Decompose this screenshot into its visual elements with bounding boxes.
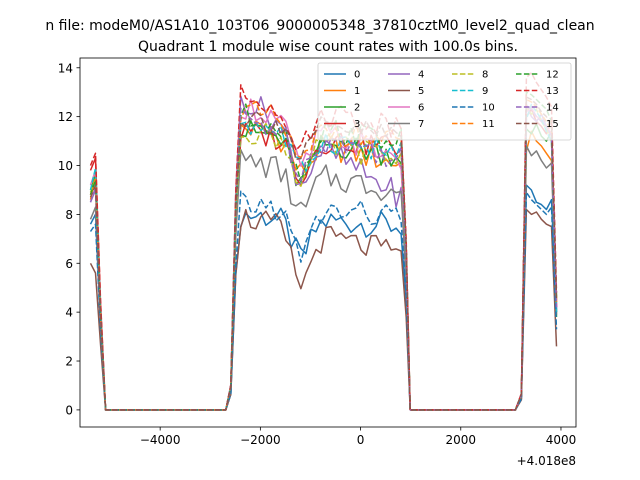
- series-line-1: [91, 121, 557, 410]
- y-tick-label: 12: [58, 110, 73, 124]
- legend-label-8: 8: [482, 70, 488, 81]
- y-tick-label: 4: [65, 306, 73, 320]
- y-tick-label: 10: [58, 159, 73, 173]
- x-tick-label: −2000: [240, 433, 281, 447]
- legend-label-2: 2: [354, 103, 360, 114]
- series-line-5: [91, 210, 557, 410]
- x-tick-label: 0: [357, 433, 365, 447]
- y-tick-label: 8: [65, 208, 73, 222]
- y-tick-label: 6: [65, 257, 73, 271]
- legend-label-3: 3: [354, 119, 360, 130]
- legend-label-10: 10: [482, 103, 495, 114]
- chart-title: Quadrant 1 module wise count rates with …: [138, 39, 518, 55]
- x-tick-label: 2000: [445, 433, 476, 447]
- legend-label-13: 13: [546, 86, 559, 97]
- x-tick-label: 4000: [546, 433, 577, 447]
- y-tick-label: 14: [58, 61, 73, 75]
- legend-label-6: 6: [418, 103, 424, 114]
- legend-label-4: 4: [418, 70, 424, 81]
- series-line-3: [91, 109, 557, 410]
- legend-label-12: 12: [546, 70, 559, 81]
- legend-label-1: 1: [354, 86, 360, 97]
- legend-label-15: 15: [546, 119, 559, 130]
- figure-suptitle: n file: modeM0/AS1A10_103T06_9000005348_…: [45, 18, 594, 34]
- series-line-7: [91, 146, 557, 410]
- y-tick-label: 0: [65, 403, 73, 417]
- y-tick-label: 2: [65, 355, 73, 369]
- series-line-15: [91, 97, 557, 410]
- legend-label-14: 14: [546, 103, 559, 114]
- legend-label-5: 5: [418, 86, 424, 97]
- legend-label-11: 11: [482, 119, 495, 130]
- series-line-2: [91, 121, 557, 410]
- x-tick-label: −4000: [140, 433, 181, 447]
- legend-label-0: 0: [354, 70, 360, 81]
- legend-label-7: 7: [418, 119, 424, 130]
- legend-label-9: 9: [482, 86, 488, 97]
- x-axis-offset-label: +4.018e8: [517, 454, 576, 468]
